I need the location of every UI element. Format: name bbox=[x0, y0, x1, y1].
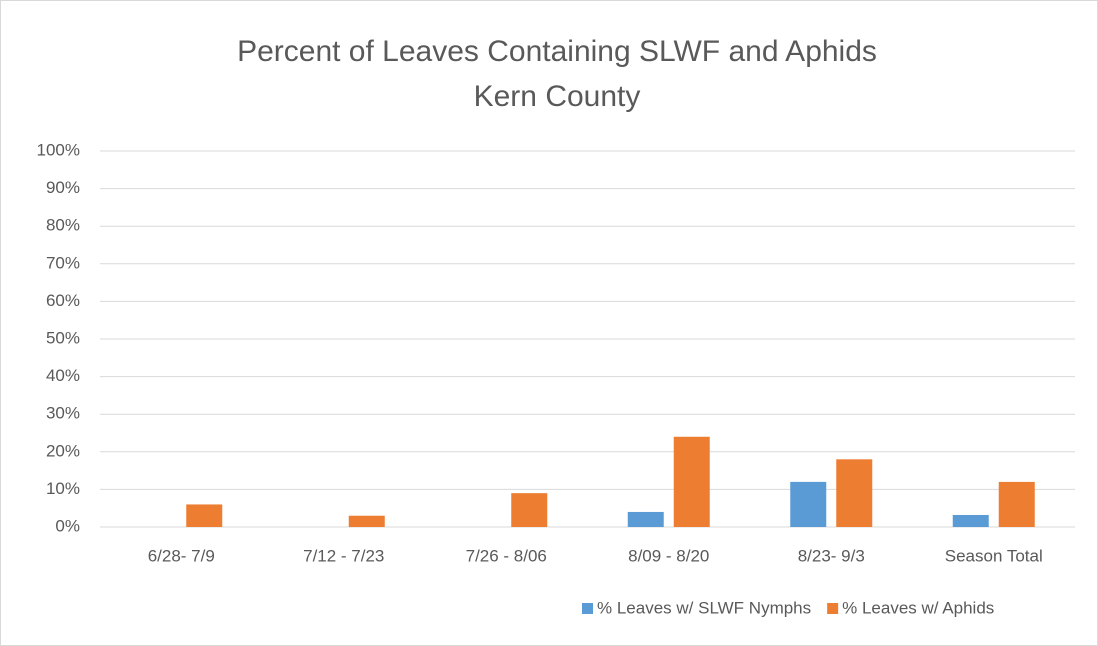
legend-label: % Leaves w/ Aphids bbox=[842, 598, 994, 617]
x-tick-label: 8/23- 9/3 bbox=[798, 546, 865, 565]
y-tick-label: 50% bbox=[46, 328, 80, 347]
y-tick-label: 70% bbox=[46, 253, 80, 272]
x-tick-label: 7/12 - 7/23 bbox=[303, 546, 384, 565]
x-tick-label: 6/28- 7/9 bbox=[148, 546, 215, 565]
legend-label: % Leaves w/ SLWF Nymphs bbox=[597, 598, 811, 617]
legend-swatch bbox=[582, 603, 593, 614]
y-tick-label: 0% bbox=[55, 516, 80, 535]
bar bbox=[348, 515, 385, 527]
bar bbox=[836, 459, 873, 527]
chart-title: Percent of Leaves Containing SLWF and Ap… bbox=[237, 35, 877, 68]
bar bbox=[673, 436, 710, 527]
x-tick-label: 7/26 - 8/06 bbox=[466, 546, 547, 565]
bar bbox=[952, 514, 989, 527]
bar bbox=[998, 481, 1035, 527]
y-tick-label: 40% bbox=[46, 366, 80, 385]
legend-swatch bbox=[827, 603, 839, 614]
bar bbox=[627, 511, 664, 527]
x-tick-label: 8/09 - 8/20 bbox=[628, 546, 709, 565]
chart-subtitle: Kern County bbox=[474, 80, 641, 113]
y-tick-label: 100% bbox=[37, 140, 80, 159]
bar bbox=[511, 493, 548, 527]
y-tick-label: 90% bbox=[46, 178, 80, 197]
bar bbox=[186, 504, 223, 527]
x-tick-label: Season Total bbox=[945, 546, 1043, 565]
y-tick-label: 30% bbox=[46, 404, 80, 423]
y-tick-label: 10% bbox=[46, 479, 80, 498]
y-tick-label: 80% bbox=[46, 216, 80, 235]
y-tick-label: 20% bbox=[46, 441, 80, 460]
bar bbox=[790, 481, 827, 527]
y-tick-label: 60% bbox=[46, 291, 80, 310]
